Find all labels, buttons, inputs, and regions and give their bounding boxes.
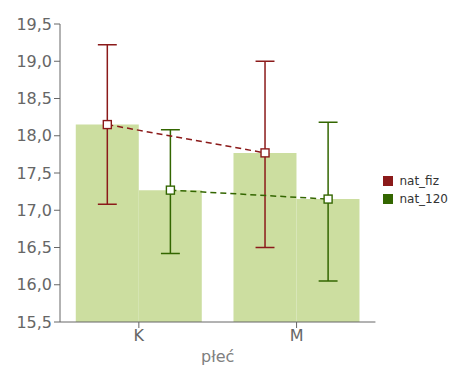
svg-text:19,5: 19,5: [16, 15, 52, 34]
svg-text:19,0: 19,0: [16, 52, 52, 71]
svg-text:M: M: [290, 326, 304, 345]
svg-text:17,0: 17,0: [16, 201, 52, 220]
svg-text:16,0: 16,0: [16, 275, 52, 294]
svg-text:18,5: 18,5: [16, 89, 52, 108]
svg-text:K: K: [134, 326, 145, 345]
svg-text:17,5: 17,5: [16, 164, 52, 183]
html-text:nat_fiz: nat_fiz: [399, 174, 439, 188]
svg-text:15,5: 15,5: [16, 313, 52, 332]
html-text:nat_120: nat_120: [399, 192, 448, 206]
svg-text:16,5: 16,5: [16, 238, 52, 257]
svg-text:płeć: płeć: [201, 347, 234, 366]
svg-text:18,0: 18,0: [16, 126, 52, 145]
